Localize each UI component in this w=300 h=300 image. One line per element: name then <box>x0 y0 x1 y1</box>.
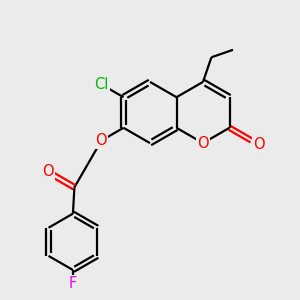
Text: O: O <box>96 133 107 148</box>
Text: F: F <box>69 276 77 291</box>
Text: O: O <box>42 164 54 179</box>
Text: Cl: Cl <box>94 77 109 92</box>
Text: O: O <box>253 137 265 152</box>
Text: O: O <box>197 136 209 151</box>
